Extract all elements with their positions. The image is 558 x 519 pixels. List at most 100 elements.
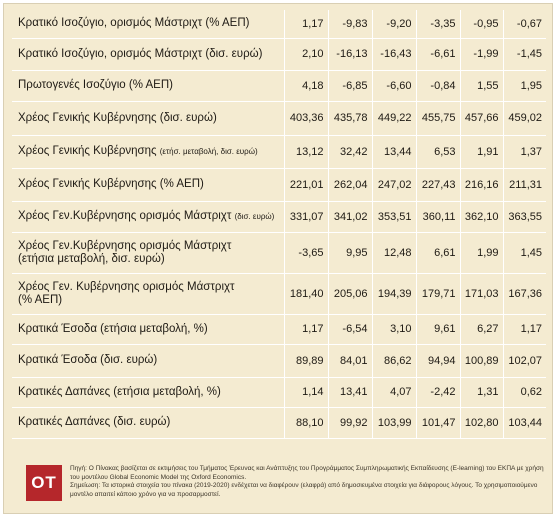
- value-cell: 205,06: [327, 273, 372, 315]
- disclaimer-note: Σημείωση: Τα ιστορικά στοιχεία του πίνακ…: [70, 482, 538, 498]
- value-cell: 12,48: [371, 232, 416, 274]
- value-cell: 84,01: [327, 344, 372, 378]
- row-label-text: Κρατικές Δαπάνες (δισ. ευρώ): [18, 416, 171, 428]
- value-cell: 9,95: [327, 232, 372, 274]
- row-label-text: Κρατικά Έσοδα (ετήσια μεταβολή, %): [18, 322, 208, 335]
- table-row: Κρατικές Δαπάνες (ετήσια μεταβολή, %) 1,1…: [12, 377, 546, 408]
- row-label-text: Κρατικό Ισοζύγιο, ορισμός Μάστριχτ (% ΑΕ…: [18, 17, 250, 30]
- value-cell: -0,95: [459, 10, 503, 39]
- value-cell: 3,10: [371, 314, 416, 345]
- value-cell: -3,35: [415, 10, 460, 39]
- row-label-text: Χρέος Γενικής Κυβέρνησης (% ΑΕΠ): [18, 178, 204, 190]
- value-cell: 13,41: [327, 377, 372, 408]
- value-cell: 360,11: [415, 201, 460, 233]
- value-cell: 1,17: [283, 10, 328, 39]
- row-label: Κρατικά Έσοδα (δισ. ευρώ): [12, 344, 284, 378]
- value-cell: 1,31: [459, 377, 503, 408]
- value-cell: 102,07: [502, 344, 546, 378]
- value-cell: 88,10: [283, 407, 328, 439]
- row-label-line2: (ετήσια μεταβολή, δισ. ευρώ): [18, 252, 165, 265]
- value-cell: 102,80: [459, 407, 503, 439]
- row-label: Χρέος Γεν. Κυβέρνησης ορισμός Μάστριχτ (%…: [12, 273, 284, 315]
- value-cell: 455,75: [415, 101, 460, 136]
- value-cell: -0,67: [502, 10, 546, 39]
- value-cell: -6,60: [371, 70, 416, 102]
- row-label: Κρατικό Ισοζύγιο, ορισμός Μάστριχτ (δισ.…: [12, 38, 284, 71]
- value-cell: 435,78: [327, 101, 372, 136]
- value-cell: 103,44: [502, 407, 546, 439]
- value-cell: 100,89: [459, 344, 503, 378]
- row-label-text: Πρωτογενές Ισοζύγιο (% ΑΕΠ): [18, 79, 173, 91]
- value-cell: 181,40: [283, 273, 328, 315]
- value-cell: 1,91: [459, 135, 503, 169]
- value-cell: 167,36: [502, 273, 546, 315]
- value-cell: 86,62: [371, 344, 416, 378]
- row-label-text: Χρέος Γενικής Κυβέρνησης (δισ. ευρώ): [18, 111, 217, 124]
- value-cell: 4,18: [283, 70, 328, 102]
- value-cell: 403,36: [283, 101, 328, 136]
- value-cell: 6,61: [415, 232, 460, 274]
- ot-logo: ΟΤ: [26, 465, 62, 501]
- value-cell: -1,99: [459, 38, 503, 71]
- value-cell: 457,66: [459, 101, 503, 136]
- row-label: Χρέος Γεν.Κυβέρνησης ορισμός Μάστριχτ (ετ…: [12, 232, 284, 274]
- row-label: Κρατικές Δαπάνες (ετήσια μεταβολή, %): [12, 377, 284, 408]
- value-cell: 449,22: [371, 101, 416, 136]
- value-cell: 179,71: [415, 273, 460, 315]
- value-cell: -6,61: [415, 38, 460, 71]
- value-cell: -9,20: [371, 10, 416, 39]
- value-cell: 262,04: [327, 168, 372, 202]
- table-row: Πρωτογενές Ισοζύγιο (% ΑΕΠ) 4,18 -6,85 -6,6…: [12, 70, 546, 102]
- value-cell: 216,16: [459, 168, 503, 202]
- value-cell: 89,89: [283, 344, 328, 378]
- row-label-text: Χρέος Γεν. Κυβέρνησης ορισμός Μάστριχτ: [18, 280, 235, 293]
- value-cell: 353,51: [371, 201, 416, 233]
- value-cell: 101,47: [415, 407, 460, 439]
- value-cell: 4,07: [371, 377, 416, 408]
- value-cell: 32,42: [327, 135, 372, 169]
- value-cell: -3,65: [283, 232, 328, 274]
- table-row: Κρατικά Έσοδα (ετήσια μεταβολή, %) 1,17 -6…: [12, 314, 546, 345]
- value-cell: 1,95: [502, 70, 546, 102]
- table-row: Κρατικά Έσοδα (δισ. ευρώ) 89,89 84,01 86,62…: [12, 344, 546, 378]
- value-cell: 1,17: [283, 314, 328, 345]
- table-row: Χρέος Γενικής Κυβέρνησης (δισ. ευρώ) 403,…: [12, 101, 546, 136]
- table-row: Κρατικές Δαπάνες (δισ. ευρώ) 88,10 99,92 10…: [12, 407, 546, 439]
- row-label-text: Χρέος Γεν.Κυβέρνησης ορισμός Μάστριχτ: [18, 239, 232, 252]
- value-cell: -2,42: [415, 377, 460, 408]
- row-label-text: Κρατικό Ισοζύγιο, ορισμός Μάστριχτ (δισ.…: [18, 47, 263, 60]
- row-label-text: Χρέος Γεν.Κυβέρνησης ορισμός Μάστριχτ: [18, 210, 232, 222]
- value-cell: -16,13: [327, 38, 372, 71]
- value-cell: 459,02: [502, 101, 546, 136]
- row-label-unit: (ετήσ. μεταβολή, δισ. ευρώ): [159, 147, 258, 156]
- table-row: Χρέος Γενικής Κυβέρνησης (% ΑΕΠ) 221,01 26…: [12, 168, 546, 202]
- table-row: Χρέος Γεν. Κυβέρνησης ορισμός Μάστριχτ (%…: [12, 273, 546, 315]
- value-cell: 211,31: [502, 168, 546, 202]
- value-cell: 13,44: [371, 135, 416, 169]
- row-label: Κρατικές Δαπάνες (δισ. ευρώ): [12, 407, 284, 439]
- value-cell: 0,62: [502, 377, 546, 408]
- row-label: Χρέος Γενικής Κυβέρνησης (ετήσ. μεταβολή…: [12, 135, 284, 169]
- table-row: Κρατικό Ισοζύγιο, ορισμός Μάστριχτ (δισ.…: [12, 38, 546, 71]
- value-cell: -0,84: [415, 70, 460, 102]
- value-cell: 1,37: [502, 135, 546, 169]
- row-label-unit: (δισ. ευρώ): [234, 212, 275, 221]
- value-cell: 1,17: [502, 314, 546, 345]
- value-cell: 171,03: [459, 273, 503, 315]
- value-cell: -16,43: [371, 38, 416, 71]
- value-cell: 1,45: [502, 232, 546, 274]
- table-row: Κρατικό Ισοζύγιο, ορισμός Μάστριχτ (% ΑΕ…: [12, 10, 546, 39]
- row-label-text: Χρέος Γενικής Κυβέρνησης: [18, 145, 157, 157]
- row-label: Χρέος Γεν.Κυβέρνησης ορισμός Μάστριχτ (δ…: [12, 201, 284, 233]
- value-cell: 1,99: [459, 232, 503, 274]
- value-cell: 94,94: [415, 344, 460, 378]
- value-cell: -9,83: [327, 10, 372, 39]
- value-cell: 341,02: [327, 201, 372, 233]
- row-label-text: Κρατικά Έσοδα (δισ. ευρώ): [18, 354, 158, 366]
- value-cell: 2,10: [283, 38, 328, 71]
- row-label: Πρωτογενές Ισοζύγιο (% ΑΕΠ): [12, 70, 284, 102]
- value-cell: 227,43: [415, 168, 460, 202]
- fiscal-data-table: Κρατικό Ισοζύγιο, ορισμός Μάστριχτ (% ΑΕ…: [12, 10, 546, 439]
- value-cell: -1,45: [502, 38, 546, 71]
- value-cell: 99,92: [327, 407, 372, 439]
